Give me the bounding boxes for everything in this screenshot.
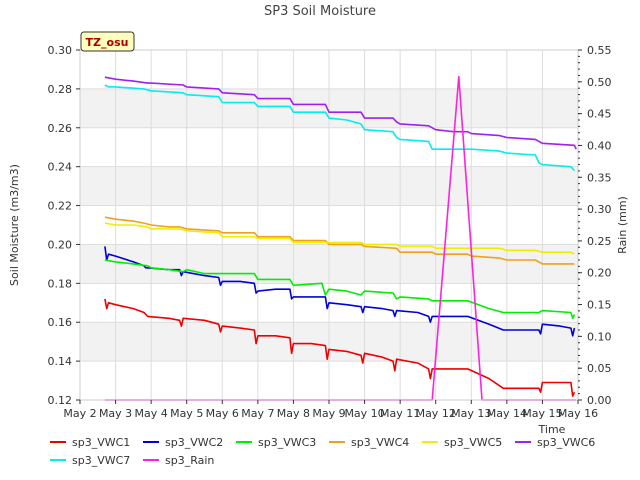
y-tick-label: 0.22 (48, 200, 73, 213)
y2-tick-label: 0.20 (587, 267, 612, 280)
y2-axis-label: Rain (mm) (616, 196, 629, 254)
y-tick-label: 0.26 (48, 122, 73, 135)
y2-tick-label: 0.40 (587, 139, 612, 152)
y2-tick-label: 0.55 (587, 44, 612, 57)
x-tick-label: May 10 (344, 407, 384, 420)
x-tick-label: May 14 (487, 407, 527, 420)
y2-tick-label: 0.15 (587, 299, 612, 312)
x-tick-label: May 8 (277, 407, 310, 420)
chart-title: SP3 Soil Moisture (264, 4, 376, 19)
legend-label: sp3_Rain (165, 454, 214, 467)
annotation-frame (80, 31, 135, 52)
x-tick-label: May 2 (63, 407, 96, 420)
grid-lines (79, 49, 579, 401)
series-line-sp3_VWC6 (104, 76, 577, 150)
series-line-sp3_VWC1 (104, 298, 576, 397)
y-tick-label: 0.14 (48, 355, 73, 368)
legend-label: sp3_VWC6 (537, 436, 595, 449)
x-tick-label: May 9 (312, 407, 345, 420)
legend-label: sp3_VWC3 (258, 436, 316, 449)
y-tick-label: 0.28 (48, 83, 73, 96)
annotation-box: TZ_osu (80, 31, 135, 52)
x-tick-label: May 3 (99, 407, 132, 420)
x-tick-label: May 13 (451, 407, 491, 420)
series-line-sp3_VWC3 (104, 259, 576, 320)
x-tick-label: May 11 (380, 407, 420, 420)
legend-label: sp3_VWC7 (72, 454, 130, 467)
y-tick-label: 0.16 (48, 316, 73, 329)
series-line-sp3_VWC5 (104, 222, 575, 255)
legend: sp3_VWC1 sp3_VWC2 sp3_VWC3 sp3_VWC4 sp3_VWC5… (50, 436, 595, 467)
y2-tick-label: 0.45 (587, 108, 612, 121)
legend-label: sp3_VWC1 (72, 436, 130, 449)
legend-label: sp3_VWC4 (351, 436, 409, 449)
y-tick-label: 0.20 (48, 238, 73, 251)
y-tick-label: 0.18 (48, 277, 73, 290)
y-axis-ticks: 0.12 0.14 0.16 0.18 0.20 0.22 0.24 0.26 0.28 0.30 (48, 44, 80, 407)
x-tick-label: May 12 (416, 407, 456, 420)
x-tick-label: May 5 (170, 407, 203, 420)
annotation-label: TZ_osu (86, 36, 129, 49)
x-tick-label: May 15 (522, 407, 562, 420)
x-axis-label: Time (538, 423, 566, 436)
x-tick-label: May 16 (558, 407, 598, 420)
legend-label: sp3_VWC2 (165, 436, 223, 449)
x-axis-ticks: May 2 May 3 May 4 May 5 May 6 May 7 May 8 May 9… (63, 400, 598, 420)
legend-label: sp3_VWC5 (444, 436, 502, 449)
y2-tick-label: 0.25 (587, 235, 612, 248)
y2-axis-ticks: 0.00 0.05 0.10 0.15 0.20 0.25 0.30 0.35 0.40 0.45… (578, 44, 612, 407)
y2-tick-label: 0.00 (587, 394, 612, 407)
series-line-sp3_VWC4 (104, 216, 575, 265)
y2-tick-label: 0.35 (587, 171, 612, 184)
y2-tick-label: 0.05 (587, 362, 612, 375)
y2-tick-label: 0.30 (587, 203, 612, 216)
y-axis-label: Soil Moisture (m3/m3) (8, 164, 21, 286)
y2-tick-label: 0.10 (587, 330, 612, 343)
y-tick-label: 0.24 (48, 161, 73, 174)
x-tick-label: May 7 (241, 407, 274, 420)
x-tick-label: May 4 (135, 407, 168, 420)
y-tick-label: 0.12 (48, 394, 73, 407)
series-line-sp3_VWC7 (104, 84, 575, 172)
y2-tick-label: 0.50 (587, 76, 612, 89)
x-tick-label: May 6 (206, 407, 239, 420)
y-tick-label: 0.30 (48, 44, 73, 57)
